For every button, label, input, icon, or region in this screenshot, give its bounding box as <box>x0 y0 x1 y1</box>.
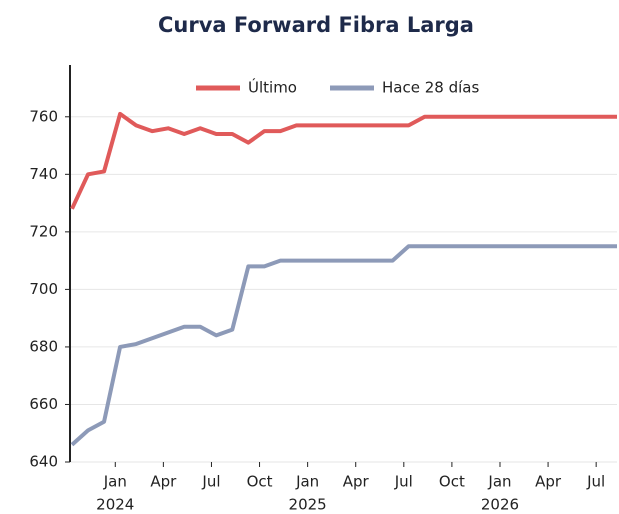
chart-title: Curva Forward Fibra Larga <box>158 13 474 37</box>
x-tick-label: Oct <box>247 473 273 491</box>
x-tick-label: Jan <box>103 473 127 491</box>
x-year-label: 2025 <box>289 496 327 514</box>
x-tick-label: Jul <box>586 473 605 491</box>
series-line <box>70 111 617 210</box>
x-year-label: 2026 <box>481 496 519 514</box>
x-tick-label: Jan <box>295 473 319 491</box>
x-year-label: 2024 <box>96 496 134 514</box>
series-line <box>70 244 617 447</box>
x-tick-label: Jul <box>201 473 220 491</box>
legend-label: Último <box>248 78 297 97</box>
y-tick-label: 720 <box>29 222 58 240</box>
y-tick-label: 760 <box>29 107 58 125</box>
y-tick-label: 700 <box>29 280 58 298</box>
x-tick-label: Jul <box>394 473 413 491</box>
x-tick-label: Apr <box>343 473 370 491</box>
y-tick-label: 660 <box>29 395 58 413</box>
x-tick-label: Apr <box>150 473 177 491</box>
legend-label: Hace 28 días <box>382 79 479 97</box>
y-tick-label: 680 <box>29 337 58 355</box>
y-tick-label: 640 <box>29 453 58 471</box>
x-tick-label: Jan <box>487 473 511 491</box>
y-tick-label: 740 <box>29 165 58 183</box>
x-tick-label: Apr <box>535 473 562 491</box>
x-tick-label: Oct <box>439 473 465 491</box>
